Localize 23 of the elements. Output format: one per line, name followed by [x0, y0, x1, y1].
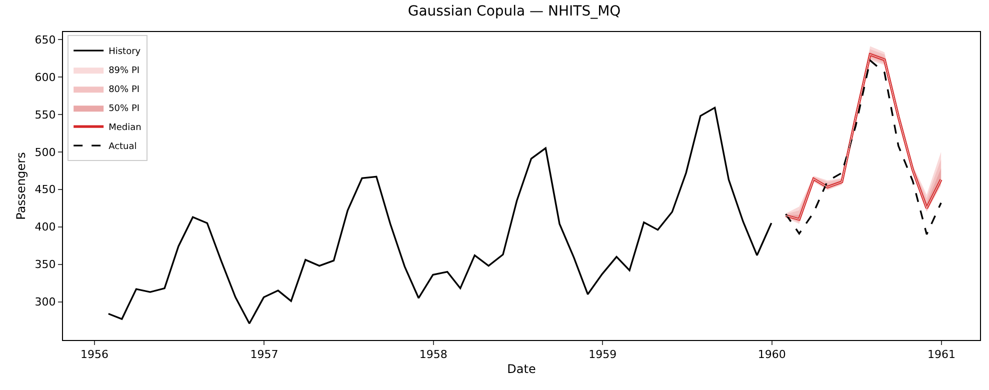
y-tick-label: 650 [34, 33, 56, 46]
y-tick-label: 450 [34, 183, 56, 196]
legend-label: History [108, 47, 142, 58]
x-tick-label: 1959 [588, 348, 617, 362]
x-tick-label: 1960 [758, 348, 786, 362]
x-tick-label: 1958 [419, 348, 448, 362]
y-tick-label: 350 [34, 258, 56, 272]
y-tick-label: 400 [34, 220, 56, 234]
x-tick-label: 1956 [80, 348, 109, 362]
x-axis-title: Date [507, 362, 536, 376]
y-tick-label: 500 [34, 146, 56, 159]
legend-label: 50% PI [108, 104, 140, 114]
y-tick-label: 300 [34, 296, 56, 309]
x-tick-label: 1957 [250, 348, 278, 362]
y-tick-label: 550 [34, 108, 56, 122]
y-tick-label: 600 [34, 70, 56, 84]
x-tick-label: 1961 [928, 348, 956, 362]
y-axis-title: Passengers [14, 152, 28, 220]
legend-label: Actual [108, 142, 137, 152]
legend-label: Median [108, 123, 142, 134]
legend-label: 80% PI [108, 85, 140, 96]
chart-title: Gaussian Copula — NHITS_MQ [408, 4, 621, 20]
legend-label: 89% PI [108, 66, 140, 76]
